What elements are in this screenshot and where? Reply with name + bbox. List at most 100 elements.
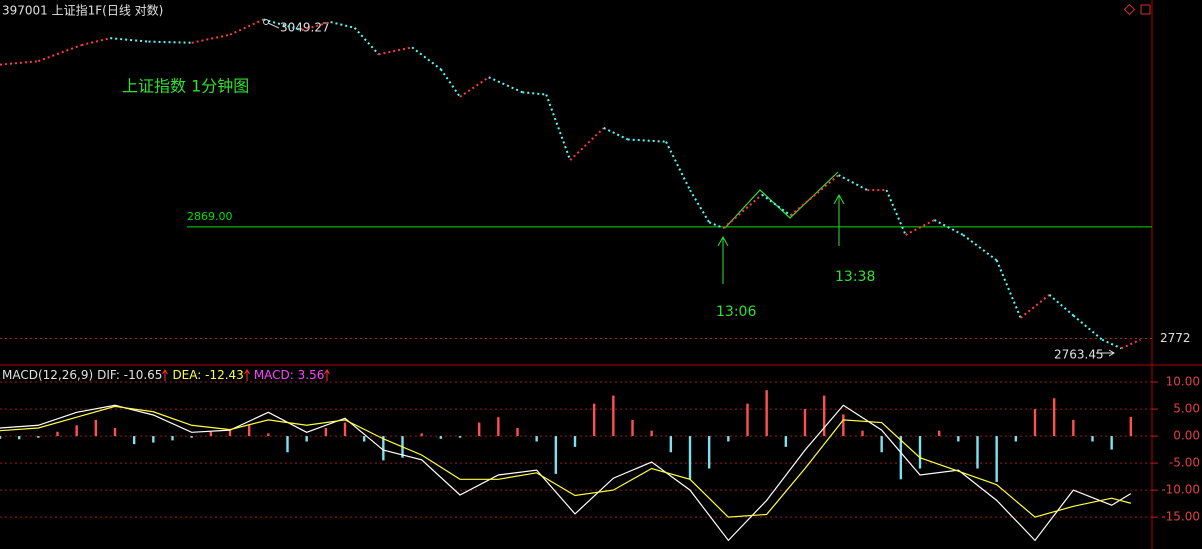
legend-text: MACD: 3.56 — [253, 368, 325, 382]
price-segment — [789, 174, 840, 217]
macd-bar — [113, 427, 117, 437]
macd-bar — [1033, 409, 1037, 437]
price-segment — [411, 46, 442, 71]
macd-bar — [803, 409, 807, 437]
macd-bar — [305, 436, 308, 442]
macd-bar — [727, 436, 730, 442]
macd-bar — [880, 436, 883, 453]
macd-bar — [362, 436, 366, 442]
price-segment — [459, 76, 490, 98]
price-segment — [1120, 338, 1141, 350]
macd-legend: MACD(12,26,9) DIF: -10.65 DEA: -12.43 MACD:… — [2, 368, 331, 382]
macd-bar — [286, 436, 289, 453]
legend-text: DIF: -10.65 — [97, 368, 163, 382]
arrow — [717, 235, 729, 284]
legend-text: DEA: -12.43 — [172, 368, 244, 382]
macd-bar — [1129, 416, 1133, 437]
price-segment — [722, 193, 763, 229]
y-tick-label: -15.00 — [1161, 510, 1200, 524]
y-tick-label: 2772 — [1160, 331, 1191, 345]
macd-bar — [631, 419, 634, 437]
macd-bar — [228, 429, 232, 437]
time-label: 13:06 — [716, 304, 756, 320]
legend-item: DIF: -10.65 — [97, 368, 169, 382]
price-segment — [1048, 294, 1074, 317]
macd-bar — [1110, 436, 1113, 450]
macd-bar — [707, 436, 711, 469]
price-segment — [962, 234, 998, 262]
macd-bar — [152, 436, 155, 443]
macd-bar — [132, 436, 136, 445]
macd-line — [0, 404, 1132, 542]
legend-item: MACD: 3.56 — [254, 368, 331, 382]
macd-line — [0, 405, 1131, 518]
macd-bar — [650, 430, 653, 437]
price-segment — [440, 68, 461, 98]
macd-bar — [822, 395, 826, 437]
macd-bar — [0, 436, 2, 439]
macd-bar — [209, 431, 213, 437]
macd-bar — [343, 422, 347, 437]
high-marker — [263, 19, 269, 25]
macd-bar — [765, 390, 768, 437]
y-tick-label: -5.00 — [1169, 456, 1200, 470]
y-tick-label: 5.00 — [1173, 402, 1200, 416]
macd-bar — [324, 427, 328, 437]
trend-arrow — [324, 369, 331, 381]
macd-bar — [439, 436, 443, 439]
arrow — [833, 193, 845, 246]
y-tick-label: 0.00 — [1173, 429, 1200, 443]
price-segment — [330, 21, 355, 29]
header: 397001 上证指1F(日线 对数) — [2, 3, 163, 18]
macd-bar — [535, 436, 538, 442]
macd-bar — [56, 431, 59, 437]
price-segment — [838, 174, 868, 191]
time-label: 13:38 — [835, 269, 875, 285]
y-tick-label: -10.00 — [1161, 483, 1200, 497]
price-segment — [1020, 294, 1050, 319]
macd-bar — [592, 403, 596, 437]
legend-item: MACD(12,26,9) — [2, 368, 93, 382]
macd-bar — [267, 433, 270, 437]
price-segment — [110, 37, 149, 43]
macd-bar — [247, 425, 251, 437]
macd-bar — [976, 436, 979, 469]
macd-bar — [382, 436, 385, 461]
macd-bar — [1052, 398, 1056, 437]
macd-bar — [1091, 436, 1094, 442]
macd-bar — [573, 436, 577, 447]
macd-bar — [784, 436, 788, 447]
y-tick-label: 10.00 — [1166, 375, 1200, 389]
chart-title: 上证指数 1分钟图 — [122, 77, 249, 96]
price-segment — [191, 33, 231, 44]
high-label: 3049.27 — [280, 21, 330, 35]
macd-bar — [899, 436, 903, 480]
price-segment — [905, 219, 935, 236]
price-segment — [148, 40, 192, 44]
low-label: 2763.45 — [1054, 348, 1104, 362]
price-segment — [885, 189, 907, 236]
macd-bar — [17, 436, 21, 440]
price-segment — [627, 138, 667, 143]
icon[interactable] — [1123, 3, 1136, 16]
macd-bar — [612, 395, 615, 437]
icon[interactable] — [1140, 4, 1151, 15]
price-segment — [761, 193, 792, 217]
pointer — [267, 22, 280, 29]
macd-bar — [746, 403, 749, 437]
macd-bar — [861, 430, 864, 437]
macd-bar — [190, 436, 193, 438]
pointer — [1096, 349, 1115, 357]
price-segment — [263, 18, 303, 32]
price-segment — [689, 189, 711, 223]
macd-bar — [957, 436, 960, 442]
price-segment — [995, 259, 1022, 319]
price-segment — [933, 219, 964, 236]
macd-bar — [1014, 436, 1018, 442]
macd-bar — [458, 436, 462, 438]
legend-item: DEA: -12.43 — [172, 368, 250, 382]
macd-bar — [842, 414, 845, 437]
macd-bar — [477, 422, 481, 437]
trend-arrow — [162, 369, 169, 381]
